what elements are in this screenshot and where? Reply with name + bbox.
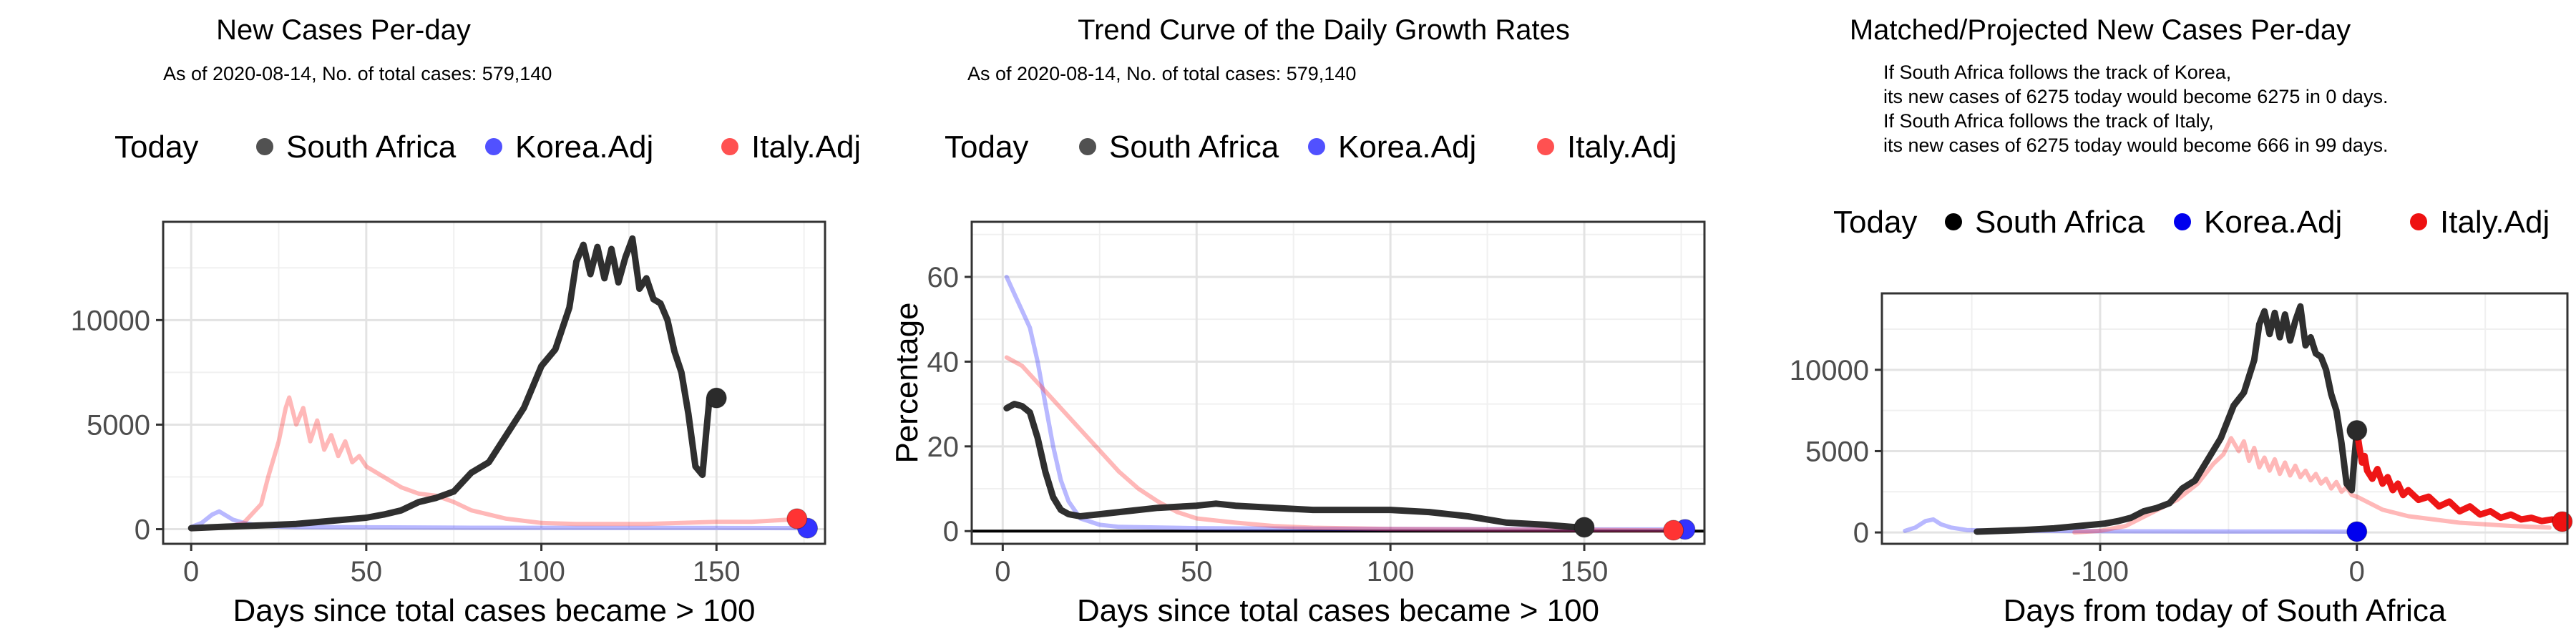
legend-swatch-italy-adj: [2410, 213, 2427, 230]
series-line-korea-adj: [1004, 275, 1687, 532]
y-tick-label: 0: [943, 516, 959, 547]
series-line-italy-adj: [1004, 355, 1676, 533]
today-point-korea-adj: [2346, 521, 2368, 542]
legend-swatch-italy-adj: [721, 138, 738, 155]
today-point-south-africa: [1574, 517, 1595, 538]
series-line-korea-adj-past-: [1903, 517, 2359, 534]
legend-title: Today: [945, 130, 1028, 165]
x-tick-label: 100: [1367, 556, 1415, 587]
legend-label-korea-adj: Korea.Adj: [2204, 205, 2342, 240]
x-tick-label: 50: [1181, 556, 1213, 587]
chart-subtitle: If South Africa follows the track of Ita…: [1883, 110, 2214, 132]
legend-label-italy-adj: Italy.Adj: [751, 130, 859, 165]
y-tick-label: 60: [927, 262, 960, 293]
chart-subtitle: If South Africa follows the track of Kor…: [1883, 62, 2231, 83]
series-lines: [1003, 275, 1687, 533]
series-line-south-africa: [187, 235, 713, 532]
series-lines: [187, 235, 806, 532]
series-line-italy-adj: [189, 395, 799, 532]
legend: Today South Africa Korea.Adj Italy.Adj: [114, 130, 859, 165]
legend-swatch-south-africa: [256, 138, 273, 155]
plot-border: [162, 220, 826, 545]
chart-subtitle: its new cases of 6275 today would become…: [1883, 86, 2388, 107]
plot-area: [1880, 292, 2573, 545]
y-tick-label: 40: [927, 346, 960, 378]
chart-panel-new-cases: New Cases Per-day As of 2020-08-14, No. o…: [0, 0, 859, 644]
legend-swatch-south-africa: [1945, 213, 1962, 230]
chart-title: Trend Curve of the Daily Growth Rates: [1078, 14, 1570, 46]
legend: Today South Africa Korea.Adj Italy.Adj: [945, 130, 1677, 165]
series-line-italy-adj: [2353, 427, 2566, 525]
y-tick-label: 10000: [71, 305, 150, 336]
y-tick-label: 10000: [1790, 355, 1869, 386]
plot-area: [970, 220, 1706, 545]
chart-panel-projected-cases: Matched/Projected New Cases Per-day If So…: [1717, 0, 2576, 644]
series-lines: [1903, 303, 2566, 535]
today-point-south-africa: [2346, 419, 2368, 441]
x-axis-title: Days since total cases became > 100: [1077, 593, 1599, 628]
chart-subtitle: As of 2020-08-14, No. of total cases: 57…: [967, 63, 1356, 84]
y-tick-label: 20: [927, 431, 960, 463]
plot-area: [162, 220, 826, 545]
legend-swatch-south-africa: [1079, 138, 1096, 155]
chart-title: Matched/Projected New Cases Per-day: [1850, 14, 2351, 46]
chart-subtitle: its new cases of 6275 today would become…: [1883, 135, 2388, 156]
y-tick-label: 0: [1853, 517, 1869, 549]
chart-title: New Cases Per-day: [216, 14, 471, 46]
x-tick-label: 0: [995, 556, 1010, 587]
today-point-italy-adj: [786, 508, 808, 530]
plot-border: [1880, 292, 2569, 545]
x-axis-title: Days since total cases became > 100: [233, 593, 755, 628]
today-point-south-africa: [706, 387, 727, 409]
legend-label-south-africa: South Africa: [1109, 130, 1279, 165]
x-tick-label: 0: [2349, 556, 2365, 587]
y-tick-label: 5000: [1805, 436, 1869, 467]
legend-swatch-korea-adj: [1308, 138, 1325, 155]
x-tick-label: 150: [693, 556, 741, 587]
legend-title: Today: [114, 130, 198, 165]
legend-swatch-korea-adj: [485, 138, 502, 155]
legend-label-italy-adj: Italy.Adj: [1567, 130, 1677, 165]
x-tick-label: -100: [2072, 556, 2129, 587]
y-tick-label: 0: [135, 514, 150, 546]
x-tick-label: 100: [517, 556, 565, 587]
legend-label-korea-adj: Korea.Adj: [1338, 130, 1476, 165]
plot-border: [970, 220, 1706, 545]
chart-panel-growth-rates: Trend Curve of the Daily Growth Rates As …: [859, 0, 1717, 644]
new-cases-chart: New Cases Per-day As of 2020-08-14, No. o…: [71, 14, 859, 628]
chart-subtitle: As of 2020-08-14, No. of total cases: 57…: [163, 63, 552, 84]
today-point-italy-adj: [1663, 519, 1684, 541]
x-tick-label: 150: [1561, 556, 1609, 587]
legend-swatch-italy-adj: [1537, 138, 1554, 155]
legend-swatch-korea-adj: [2174, 213, 2191, 230]
x-tick-label: 50: [351, 556, 383, 587]
series-line-south-africa: [1974, 303, 2361, 535]
x-axis-title: Days from today of South Africa: [2004, 593, 2446, 628]
today-point-italy-adj: [2552, 511, 2573, 532]
series-line-italy-adj-past-: [2072, 436, 2552, 535]
plot-background: [163, 222, 825, 544]
projected-cases-chart: Matched/Projected New Cases Per-day If So…: [1790, 14, 2573, 628]
series-line-south-africa: [1003, 401, 1580, 531]
x-tick-label: 0: [183, 556, 199, 587]
legend-label-south-africa: South Africa: [286, 130, 457, 165]
y-axis-title: Percentage: [889, 302, 924, 463]
plot-background: [972, 222, 1704, 544]
legend-label-korea-adj: Korea.Adj: [515, 130, 653, 165]
legend: Today South Africa Korea.Adj Italy.Adj: [1833, 205, 2550, 240]
legend-label-south-africa: South Africa: [1975, 205, 2145, 240]
legend-label-italy-adj: Italy.Adj: [2440, 205, 2550, 240]
y-tick-label: 5000: [87, 409, 150, 441]
legend-title: Today: [1833, 205, 1917, 240]
growth-rate-chart: Trend Curve of the Daily Growth Rates As …: [889, 14, 1706, 628]
